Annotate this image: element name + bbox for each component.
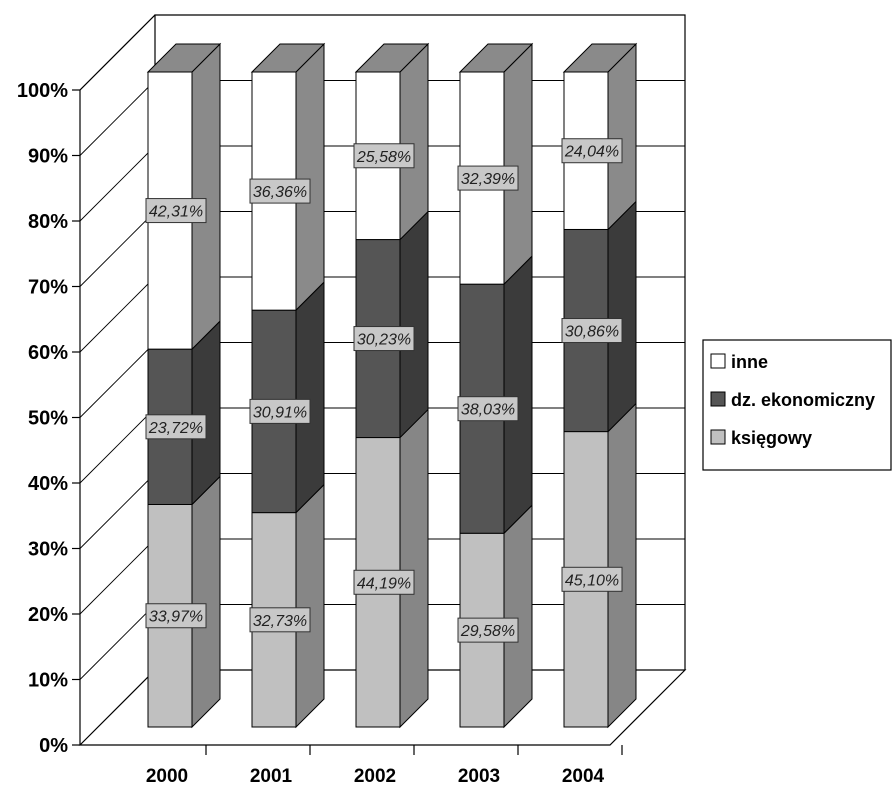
floor bbox=[78, 669, 687, 746]
bar-2004-ksigowy-side bbox=[607, 402, 637, 729]
data-label-box bbox=[249, 178, 311, 204]
gridline-side bbox=[79, 604, 156, 680]
data-label: 36,36% bbox=[253, 184, 307, 201]
data-label-box bbox=[353, 569, 415, 595]
bar-2003-inne-side bbox=[503, 42, 533, 286]
bar-2001-inne-side bbox=[295, 42, 325, 312]
data-label: 30,23% bbox=[357, 332, 411, 349]
bar-2003-ksigowy-side bbox=[503, 504, 533, 729]
bar-2002-ksigowy-side bbox=[399, 408, 429, 729]
data-label-box bbox=[145, 414, 207, 440]
y-tick-label: 70% bbox=[28, 277, 68, 299]
bar-2001-ksigowy-side bbox=[295, 483, 325, 729]
data-label-box bbox=[353, 326, 415, 352]
bar-2003-dzekonomiczny-side bbox=[503, 254, 533, 535]
x-category-label: 2000 bbox=[146, 766, 188, 787]
data-label: 32,73% bbox=[253, 613, 307, 630]
legend-swatch bbox=[710, 429, 726, 445]
bar-2000-top-cap bbox=[146, 43, 222, 73]
x-category-label: 2003 bbox=[458, 766, 500, 787]
x-category-label: 2002 bbox=[354, 766, 396, 787]
bar-2001-top-cap bbox=[250, 43, 326, 73]
legend-swatch bbox=[710, 391, 726, 407]
data-label: 45,10% bbox=[565, 572, 619, 589]
bar-2002-dzekonomiczny-side bbox=[399, 210, 429, 439]
data-label-box bbox=[145, 198, 207, 224]
gridline-side bbox=[79, 145, 156, 222]
data-label-box bbox=[561, 138, 623, 164]
gridline-side bbox=[79, 14, 156, 91]
data-label: 23,72% bbox=[148, 420, 203, 437]
gridline-side bbox=[79, 80, 156, 156]
bar-2000-dzekonomiczny-side bbox=[191, 319, 221, 506]
bar-2004-top-cap bbox=[562, 43, 638, 73]
data-label-box bbox=[457, 165, 519, 191]
y-tick-label: 10% bbox=[28, 670, 68, 692]
legend-label: księgowy bbox=[731, 428, 812, 448]
data-label-box bbox=[561, 566, 623, 592]
bar-2004-inne-side bbox=[607, 42, 637, 231]
bar-2000-ksigowy-side bbox=[191, 475, 221, 729]
data-label-box bbox=[353, 143, 415, 169]
data-label: 24,04% bbox=[564, 144, 619, 161]
x-category-label: 2004 bbox=[562, 766, 605, 787]
data-label-box bbox=[457, 396, 519, 422]
data-label: 25,58% bbox=[356, 149, 411, 166]
data-label-box bbox=[457, 617, 519, 643]
y-tick-label: 90% bbox=[28, 146, 68, 168]
y-tick-label: 50% bbox=[28, 408, 68, 430]
bar-2002-inne-side bbox=[399, 42, 429, 241]
y-tick-label: 20% bbox=[28, 604, 68, 626]
y-tick-label: 40% bbox=[28, 473, 68, 495]
legend-swatch bbox=[710, 353, 726, 369]
bar-2001-dzekonomiczny-side bbox=[295, 280, 325, 514]
legend-label: inne bbox=[731, 352, 768, 372]
legend: inne dz. ekonomiczny księgowy bbox=[702, 339, 892, 471]
data-label-box bbox=[561, 318, 623, 344]
data-labels: 33,97% 23,72% 42,31% 32,73% 30,91% 36,36% 44,1… bbox=[145, 138, 623, 643]
data-label: 29,58% bbox=[460, 623, 515, 640]
data-label: 30,91% bbox=[253, 404, 307, 421]
bar-2004-dzekonomiczny-side bbox=[607, 200, 637, 433]
y-tick-label: 30% bbox=[28, 539, 68, 561]
data-label: 33,97% bbox=[149, 609, 203, 626]
data-label: 42,31% bbox=[149, 204, 203, 221]
gridline-side bbox=[79, 538, 156, 615]
gridline-side bbox=[79, 211, 156, 287]
y-tick-label: 80% bbox=[28, 211, 68, 233]
legend-label: dz. ekonomiczny bbox=[731, 390, 875, 410]
data-label: 44,19% bbox=[357, 575, 411, 592]
legend-box bbox=[702, 339, 892, 471]
gridline-side bbox=[79, 342, 156, 418]
data-label-box bbox=[249, 607, 311, 633]
data-label-box bbox=[145, 603, 207, 629]
y-tick-label: 100% bbox=[17, 80, 68, 102]
bar-2000-inne-side bbox=[191, 42, 221, 351]
data-label: 30,86% bbox=[565, 324, 619, 341]
gridline-side bbox=[79, 473, 156, 549]
bar-2003-top-cap bbox=[458, 43, 534, 73]
gridline-side bbox=[79, 276, 156, 353]
y-tick-label: 60% bbox=[28, 342, 68, 364]
gridline-side bbox=[79, 407, 156, 484]
y-tick-label: 0% bbox=[39, 735, 68, 757]
data-label-box bbox=[249, 398, 311, 424]
data-label: 32,39% bbox=[461, 171, 515, 188]
data-label: 38,03% bbox=[461, 402, 515, 419]
x-category-label: 2001 bbox=[250, 766, 293, 787]
bar-2002-top-cap bbox=[354, 43, 430, 73]
